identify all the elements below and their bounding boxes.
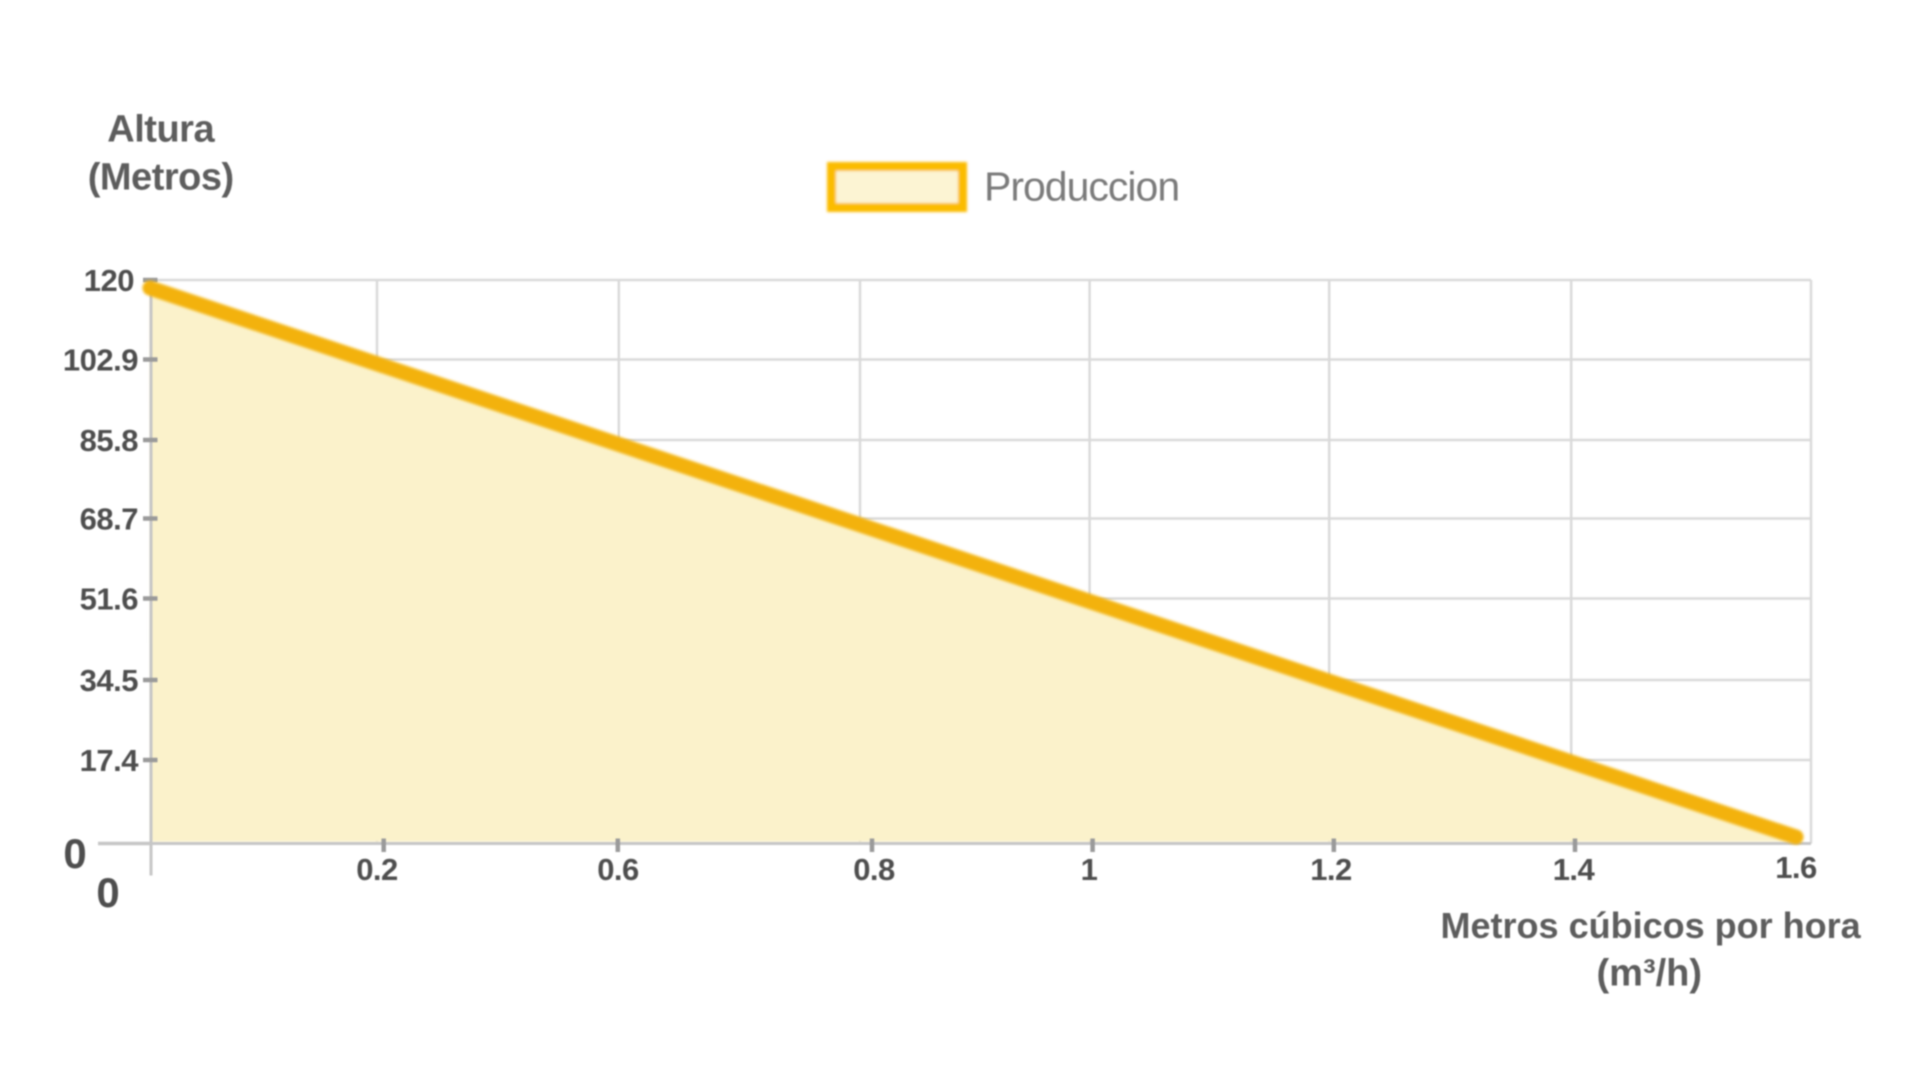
svg-text:0: 0 [63, 830, 86, 877]
svg-text:0.6: 0.6 [597, 852, 639, 887]
svg-text:68.7: 68.7 [80, 502, 138, 537]
svg-text:0.2: 0.2 [356, 852, 398, 887]
svg-text:120: 120 [84, 263, 134, 298]
svg-text:1.6: 1.6 [1775, 850, 1817, 885]
svg-text:34.5: 34.5 [80, 663, 139, 698]
svg-text:17.4: 17.4 [80, 743, 140, 778]
svg-text:51.6: 51.6 [80, 582, 139, 617]
svg-text:(m³/h): (m³/h) [1597, 953, 1703, 995]
svg-text:Metros cúbicos por hora: Metros cúbicos por hora [1441, 905, 1862, 946]
svg-text:1: 1 [1081, 852, 1098, 887]
svg-text:0: 0 [96, 869, 119, 916]
svg-text:85.8: 85.8 [80, 423, 139, 458]
svg-text:Produccion: Produccion [984, 164, 1179, 210]
svg-text:1.2: 1.2 [1310, 852, 1352, 887]
svg-text:102.9: 102.9 [63, 343, 138, 378]
svg-text:1.4: 1.4 [1553, 852, 1596, 887]
svg-text:Altura: Altura [107, 109, 215, 151]
svg-text:(Metros): (Metros) [88, 156, 234, 198]
svg-text:0.8: 0.8 [853, 852, 895, 887]
